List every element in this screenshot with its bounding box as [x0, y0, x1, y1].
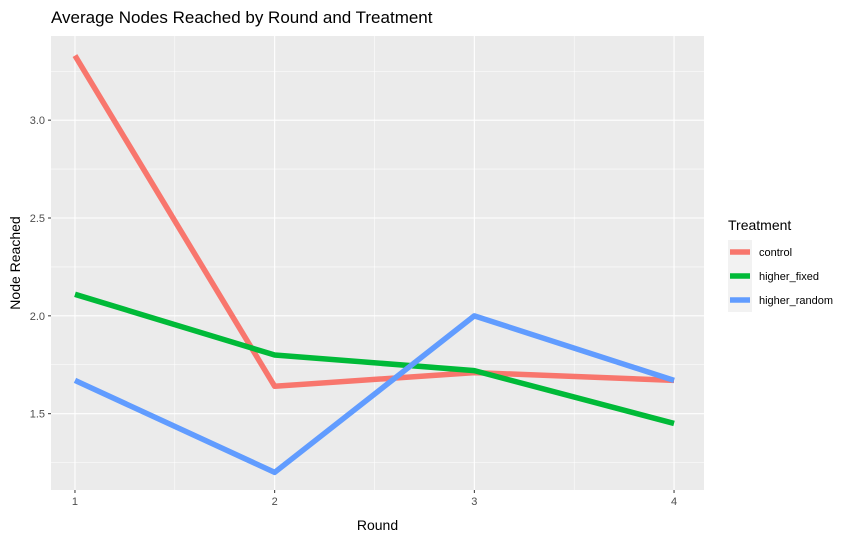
legend-label-higher-fixed: higher_fixed [759, 271, 819, 283]
series-lines [72, 54, 675, 476]
grid-lines [51, 36, 704, 490]
x-tick-label: 4 [671, 496, 677, 508]
series-line-higher-fixed [74, 291, 675, 427]
x-tick-label: 2 [272, 496, 278, 508]
legend-label-higher-random: higher_random [759, 295, 833, 307]
legend-label-control: control [759, 247, 792, 259]
series-line-control [72, 54, 675, 390]
legend-items: control higher_fixed higher_random [728, 240, 833, 312]
y-tick-label: 2.5 [30, 213, 45, 225]
legend: Treatment control higher_fixed higher_rand… [728, 217, 833, 312]
y-tick-label: 1.5 [30, 409, 45, 421]
series-line-higher-random [73, 313, 675, 476]
chart-title: Average Nodes Reached by Round and Treat… [51, 8, 433, 27]
x-tick-label: 3 [471, 496, 477, 508]
axes: 1 2 3 4 1.5 2.0 2.5 3.0 [30, 115, 677, 508]
x-axis-title: Round [357, 517, 398, 533]
legend-title: Treatment [728, 217, 791, 233]
plot-panel [51, 36, 704, 490]
y-tick-label: 2.0 [30, 311, 45, 323]
x-tick-label: 1 [72, 496, 78, 508]
y-axis-title: Node Reached [7, 216, 23, 309]
y-tick-label: 3.0 [30, 115, 45, 127]
